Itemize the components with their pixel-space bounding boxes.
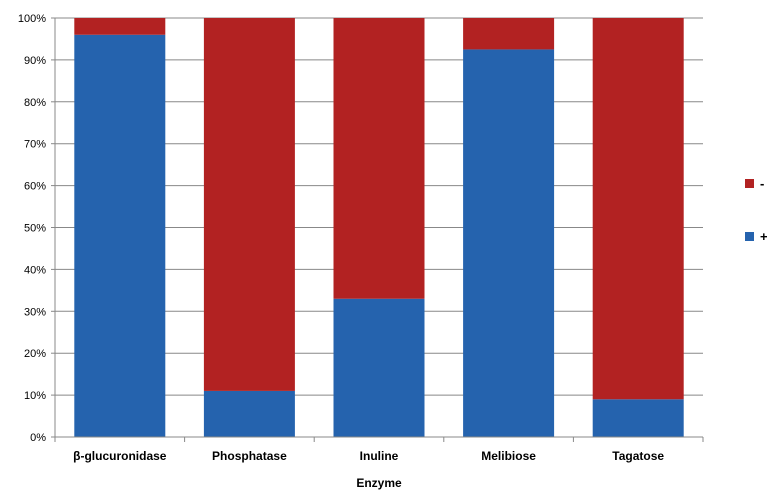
- y-tick-labels: 0% 10% 20% 30% 40% 50% 60% 70% 80% 90% 100%: [18, 13, 46, 444]
- legend-label: -: [760, 176, 764, 191]
- y-tick-label: 10%: [24, 390, 46, 402]
- y-tick-label: 50%: [24, 223, 46, 235]
- legend: -+: [745, 176, 767, 244]
- x-tick-label: Tagatose: [612, 449, 664, 463]
- y-tick-label: 80%: [24, 97, 46, 109]
- bar-segment: [333, 298, 425, 437]
- bar-segment: [463, 49, 555, 438]
- bar-segment: [592, 18, 684, 400]
- x-tick-label: β-glucuronidase: [73, 449, 167, 463]
- bar-segment: [203, 18, 295, 391]
- bar-segment: [333, 18, 425, 299]
- y-tick-label: 0%: [30, 432, 46, 444]
- y-tick-label: 20%: [24, 348, 46, 360]
- axes: [54, 18, 703, 442]
- y-tick-label: 70%: [24, 139, 46, 151]
- x-tick-label: Phosphatase: [212, 449, 287, 463]
- legend-swatch: [745, 179, 754, 188]
- x-tick-label: Melibiose: [481, 449, 536, 463]
- bar-segment: [463, 18, 555, 50]
- x-category-labels: β-glucuronidase Phosphatase Inuline Melibio…: [73, 437, 704, 463]
- bar-segment: [203, 390, 295, 437]
- x-tick-label: Inuline: [360, 449, 399, 463]
- legend-label: +: [760, 229, 767, 244]
- legend-swatch: [745, 232, 754, 241]
- y-tick-label: 40%: [24, 264, 46, 276]
- bars: [74, 18, 684, 438]
- bar-segment: [592, 399, 684, 437]
- bar-segment: [74, 18, 166, 35]
- y-tick-label: 90%: [24, 55, 46, 67]
- bar-segment: [74, 34, 166, 437]
- x-axis-title: Enzyme: [356, 476, 402, 490]
- y-tick-label: 30%: [24, 306, 46, 318]
- y-tick-label: 60%: [24, 181, 46, 193]
- y-tick-label: 100%: [18, 13, 46, 25]
